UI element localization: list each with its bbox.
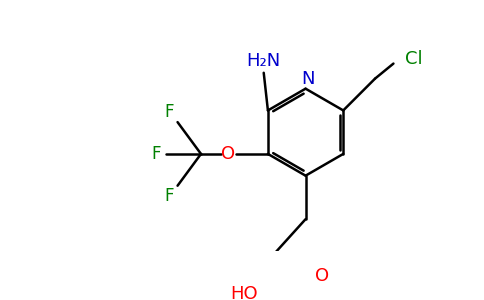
Text: F: F [165,187,174,205]
Text: N: N [302,70,315,88]
Text: F: F [165,103,174,121]
Text: O: O [315,267,330,285]
Text: H₂N: H₂N [246,52,281,70]
Text: Cl: Cl [405,50,423,68]
Text: F: F [151,145,161,163]
Text: O: O [221,145,235,163]
Text: HO: HO [231,286,258,300]
